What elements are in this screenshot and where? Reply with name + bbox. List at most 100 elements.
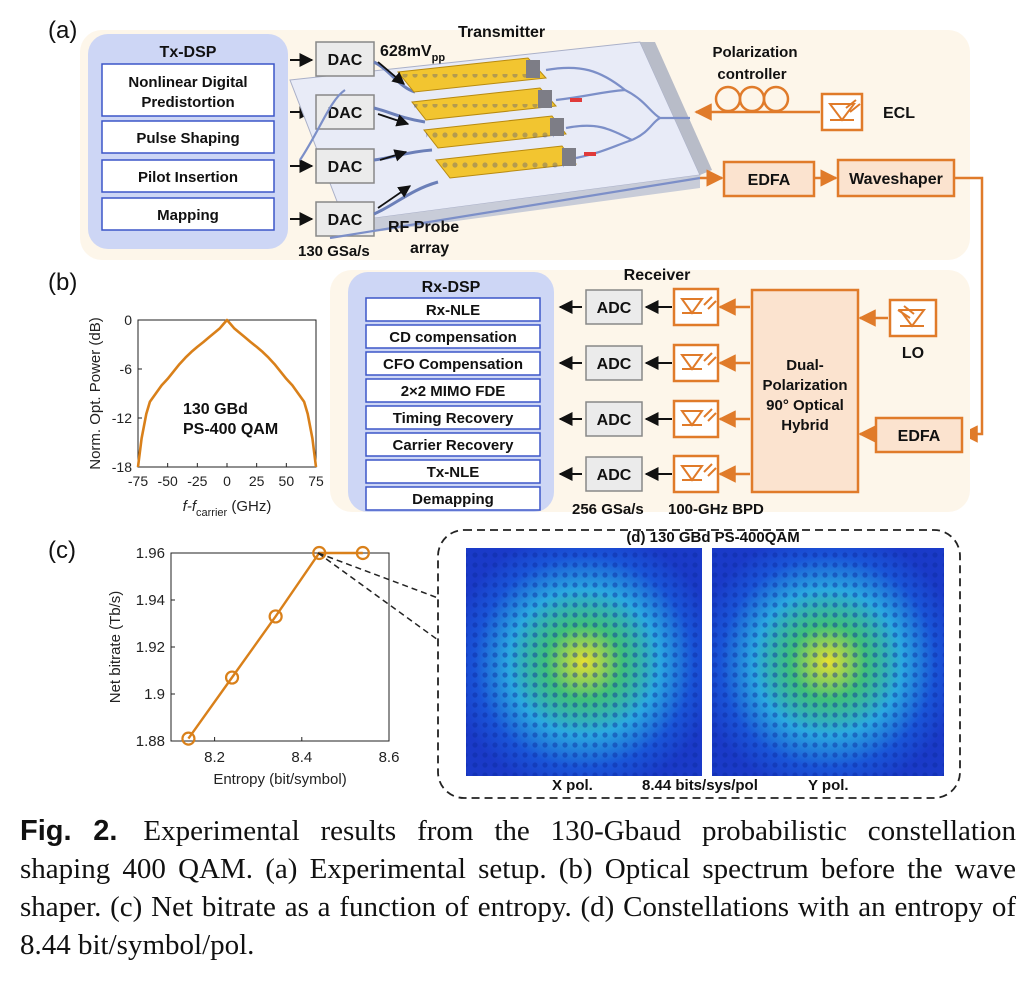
rf-probe-arrow-2	[379, 149, 408, 162]
dac-4: DAC	[315, 201, 375, 237]
y-pol-label: Y pol.	[808, 777, 849, 794]
adc-label-0: ADC	[597, 300, 632, 317]
adc-label-3: ADC	[597, 467, 632, 484]
spectrum-xtick-label: -75	[128, 473, 148, 489]
dac-4-label: DAC	[328, 212, 363, 229]
vpp-arrow	[377, 61, 405, 85]
fiber-waveshaper-to-rx-edfa	[954, 176, 984, 443]
adc-box-0	[585, 289, 643, 325]
spectrum-ytick-label: -6	[120, 361, 133, 377]
bitrate-point	[224, 670, 240, 685]
vpp-value: 628mV	[380, 43, 432, 60]
waveshaper-label: Waveshaper	[849, 171, 943, 188]
tx-block-mapping-label: Mapping	[157, 207, 219, 224]
spectrum-xtick-label: -25	[187, 473, 207, 489]
rx-block-label-2: CFO Compensation	[383, 356, 523, 373]
spectrum-xtick-label: 50	[279, 473, 295, 489]
bitrate-ytick-label: 1.92	[136, 639, 165, 656]
rx-block-label-0: Rx-NLE	[426, 302, 480, 319]
lo-box	[888, 298, 938, 338]
caption-lead: Fig. 2.	[20, 815, 118, 847]
bitrate-xlabel: Entropy (bit/symbol)	[213, 771, 346, 788]
rx-edfa-label: EDFA	[898, 428, 941, 445]
rx-block-6	[365, 459, 541, 484]
adc-box-3	[585, 456, 643, 492]
hybrid-label-4: Hybrid	[781, 417, 829, 434]
phase-shifter-2	[584, 152, 596, 156]
dac-1-label: DAC	[328, 52, 363, 69]
photodiode-icon	[680, 463, 717, 482]
spectrum-line	[136, 318, 318, 468]
bitrate-xtick-label: 8.2	[204, 749, 225, 766]
spectrum-xlabel-unit: (GHz)	[227, 498, 271, 515]
lo-label: LO	[902, 345, 924, 362]
tx-block-mapping	[101, 197, 275, 231]
tx-block-pulse	[101, 120, 275, 154]
bitrate-line	[187, 551, 363, 740]
rx-block-0	[365, 297, 541, 322]
optical-hybrid-box	[750, 288, 860, 494]
spectrum-annotation-2: PS-400 QAM	[183, 421, 278, 438]
phase-shifter-1	[570, 98, 582, 102]
dac-2: DAC	[315, 94, 375, 130]
zoom-line-1	[317, 552, 439, 599]
vpp-subscript: pp	[432, 52, 446, 64]
bitrate-point	[268, 609, 283, 624]
vpp-arrow-2	[377, 113, 410, 127]
rf-probe-label-1: RF Probe	[388, 219, 459, 236]
adc-label-1: ADC	[597, 356, 632, 373]
receiver-title: Receiver	[624, 267, 691, 284]
spectrum-xtick-label: 75	[308, 473, 324, 489]
waveguides	[299, 66, 690, 161]
constellation-panel: (d) 130 GBd PS-400QAM X pol. 8.44 bits/s…	[437, 529, 961, 799]
panel-label-a: (a)	[48, 17, 77, 44]
bitrate-chart: 8.2 8.4 8.6 1.88 1.9 1.92 1.94 1.96 Entropy (bit…	[107, 545, 399, 788]
laser-diode-icon	[897, 305, 926, 328]
spectrum-chart: -75 -50 -25 0 25 50 75 0 -6 -12 -18 130 GBd PS-400 Q…	[87, 312, 324, 519]
figure-canvas: (a) Tx-DSP Nonlinear Digital Predistorti…	[48, 17, 984, 799]
spectrum-annotation-1: 130 GBd	[183, 401, 248, 418]
spectrum-axes-box	[137, 319, 317, 468]
caption-text: Experimental results from the 130-Gbaud …	[20, 815, 1016, 961]
transmitter-title: Transmitter	[458, 24, 545, 41]
rx-block-5	[365, 432, 541, 457]
tx-edfa-box	[722, 160, 816, 198]
bitrate-point	[312, 545, 327, 561]
waveshaper-box	[836, 158, 956, 198]
bitrate-ytick-label: 1.9	[144, 686, 165, 703]
bitrate-ytick-label: 1.94	[136, 592, 165, 609]
bitrate-xtick-label: 8.6	[379, 749, 400, 766]
bitrate-ytick-label: 1.88	[136, 733, 165, 750]
hybrid-label-3: 90° Optical	[766, 397, 844, 414]
ecl-box	[820, 92, 864, 132]
waveguide-bottom	[329, 176, 701, 240]
dac-rate: 130 GSa/s	[298, 243, 370, 260]
rf-cable-4	[373, 180, 439, 216]
tx-block-pulse-label: Pulse Shaping	[136, 130, 239, 147]
adc-label-2: ADC	[597, 412, 632, 429]
rx-block-1	[365, 324, 541, 349]
spectrum-xtick-label: 0	[223, 473, 231, 489]
spectrum-xlabel-sub: carrier	[196, 507, 228, 519]
bitrate-xtick-label: 8.4	[291, 749, 312, 766]
rx-block-label-1: CD compensation	[389, 329, 517, 346]
rx-block-label-5: Carrier Recovery	[393, 437, 515, 454]
ecl-label: ECL	[883, 105, 915, 122]
figure-caption: Fig. 2. Experimental results from the 130…	[20, 812, 1016, 964]
rx-block-3	[365, 378, 541, 403]
hybrid-label-1: Dual-	[786, 357, 824, 374]
dac-3: DAC	[315, 148, 375, 184]
rx-block-7	[365, 486, 541, 511]
bitrate-ytick-label: 1.96	[136, 545, 165, 562]
rx-block-label-7: Demapping	[412, 491, 494, 508]
vpp-label: 628mVpp	[380, 43, 445, 64]
constellation-y-pol	[712, 548, 944, 776]
rf-probe-arrow-1	[377, 185, 412, 209]
rx-block-label-6: Tx-NLE	[427, 464, 480, 481]
bitrate-ylabel: Net bitrate (Tb/s)	[107, 591, 124, 704]
spectrum-ylabel: Norm. Opt. Power (dB)	[87, 317, 104, 470]
rx-dsp-blocks: Rx-NLE CD compensation CFO Compensation 2×2…	[365, 297, 541, 511]
panel-label-b: (b)	[48, 269, 77, 296]
adc-box-1	[585, 345, 643, 381]
tx-block-pilot-label: Pilot Insertion	[138, 169, 238, 186]
